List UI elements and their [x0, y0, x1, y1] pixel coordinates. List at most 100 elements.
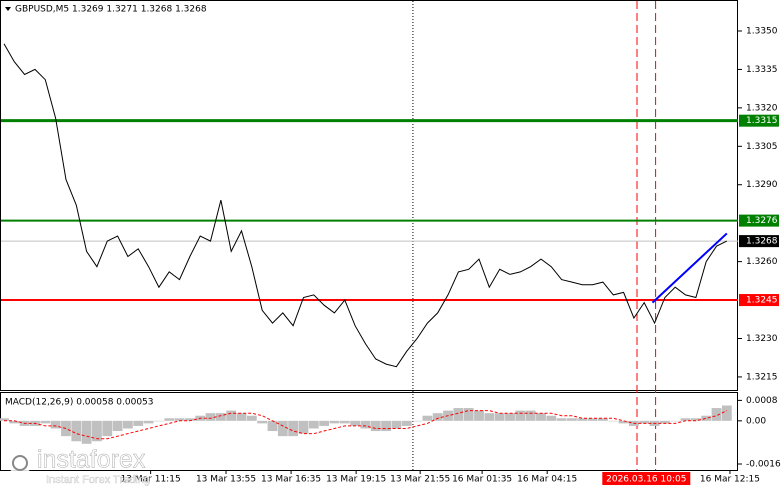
- macd-bar: [525, 410, 536, 421]
- macd-title: MACD(12,26,9) 0.00058 0.00053: [5, 398, 154, 408]
- level-label-box: [739, 114, 779, 127]
- signal-line: [4, 410, 728, 440]
- macd-bar: [153, 420, 164, 422]
- macd-bar: [339, 420, 350, 424]
- macd-bar: [308, 420, 319, 429]
- macd-bar: [711, 408, 722, 421]
- watermark-brand: instaforex: [37, 446, 146, 474]
- y-tick-label: 1.3305: [746, 142, 778, 152]
- macd-bar: [360, 420, 371, 429]
- macd-bar: [670, 420, 681, 422]
- macd-bar: [618, 420, 629, 424]
- macd-bar: [319, 420, 330, 426]
- macd-bar: [123, 420, 133, 429]
- macd-bar: [494, 413, 505, 421]
- level-label: 1.3315: [746, 116, 778, 126]
- macd-bar: [9, 420, 20, 424]
- macd-bar: [184, 418, 195, 421]
- x-tick-label: 13 Mar 11:15: [121, 475, 181, 485]
- macd-bar: [721, 405, 732, 421]
- y-tick-label: 1.3260: [746, 257, 778, 267]
- x-tick-label: 16 Mar 04:15: [517, 475, 577, 485]
- watermark: instaforex Instant Forex Trading: [8, 445, 150, 486]
- macd-bar: [536, 413, 546, 421]
- logo-ring: [12, 455, 28, 471]
- level-label-box: [739, 235, 779, 248]
- time-label: 2026.03.16 10:05: [606, 475, 686, 485]
- macd-bar: [50, 420, 61, 429]
- macd-bar: [329, 420, 340, 424]
- x-tick-label: 16 Mar 12:15: [700, 475, 760, 485]
- macd-bar: [236, 413, 247, 421]
- macd-bar: [505, 413, 515, 421]
- price-line: [3, 43, 728, 368]
- macd-bar: [577, 418, 588, 421]
- macd-panel: [0, 392, 738, 471]
- macd-bar: [277, 420, 288, 437]
- logo: [8, 451, 32, 475]
- macd-bar: [215, 413, 226, 421]
- macd-bar: [680, 418, 691, 421]
- macd-bar: [587, 418, 598, 421]
- x-tick-label: 13 Mar 13:55: [196, 475, 256, 485]
- macd-bar: [556, 418, 567, 421]
- macd-bar: [133, 420, 144, 426]
- main-panel: [0, 0, 738, 391]
- macd-bar: [401, 420, 412, 426]
- macd-bar: [639, 420, 650, 424]
- symbol-icon: [5, 7, 11, 11]
- level-label-box: [739, 214, 779, 227]
- chart-title: GBPUSD,M5 1.3269 1.3271 1.3268 1.3268: [15, 5, 207, 15]
- macd-bar: [0, 418, 9, 421]
- y-tick-label: 1.3335: [746, 65, 778, 75]
- y-tick-label: 0.0008: [746, 396, 778, 406]
- trend-line: [651, 232, 728, 304]
- x-tick-label: 16 Mar 01:35: [452, 475, 512, 485]
- macd-bar: [598, 418, 608, 421]
- level-label: 1.3268: [746, 237, 778, 247]
- macd-bar: [257, 420, 268, 424]
- y-tick-label: 0.00: [746, 416, 766, 426]
- y-tick-label: 1.3290: [746, 180, 778, 190]
- macd-bar: [484, 413, 495, 421]
- macd-bar: [515, 410, 526, 421]
- macd-bar: [690, 418, 701, 421]
- x-tick-label: 13 Mar 21:55: [390, 475, 450, 485]
- macd-bar: [164, 418, 175, 421]
- level-label-box: [739, 294, 779, 307]
- macd-bar: [205, 413, 216, 421]
- macd-bar: [474, 410, 484, 421]
- macd-bar: [246, 415, 257, 421]
- macd-bar: [381, 420, 391, 432]
- macd-bar: [546, 415, 557, 421]
- y-tick-label: 1.3320: [746, 103, 778, 113]
- level-label: 1.3245: [746, 296, 778, 306]
- x-tick-label: 13 Mar 19:15: [326, 475, 386, 485]
- macd-bar: [102, 420, 113, 437]
- macd-bar: [412, 420, 422, 422]
- watermark-tagline: Instant Forex Trading: [46, 474, 150, 486]
- x-tick-label: 13 Mar 16:35: [261, 475, 321, 485]
- macd-bar: [71, 420, 82, 442]
- macd-bar: [226, 410, 237, 421]
- macd-bar: [143, 420, 154, 424]
- macd-bar: [453, 408, 464, 421]
- macd-bar: [567, 418, 577, 421]
- macd-bar: [298, 420, 309, 434]
- macd-bar: [174, 418, 185, 421]
- macd-bar: [608, 420, 619, 422]
- time-label-box: [602, 472, 691, 485]
- macd-bar: [350, 420, 360, 426]
- level-label: 1.3276: [746, 216, 778, 226]
- y-tick-label: -0.00169: [746, 460, 781, 470]
- macd-bar: [422, 415, 433, 421]
- macd-bar: [463, 408, 474, 421]
- macd-bar: [267, 420, 278, 432]
- y-tick-label: 1.3350: [746, 26, 778, 36]
- macd-bar: [701, 415, 712, 421]
- macd-bar: [92, 420, 102, 442]
- y-tick-label: 1.3215: [746, 372, 778, 382]
- macd-bar: [391, 420, 402, 429]
